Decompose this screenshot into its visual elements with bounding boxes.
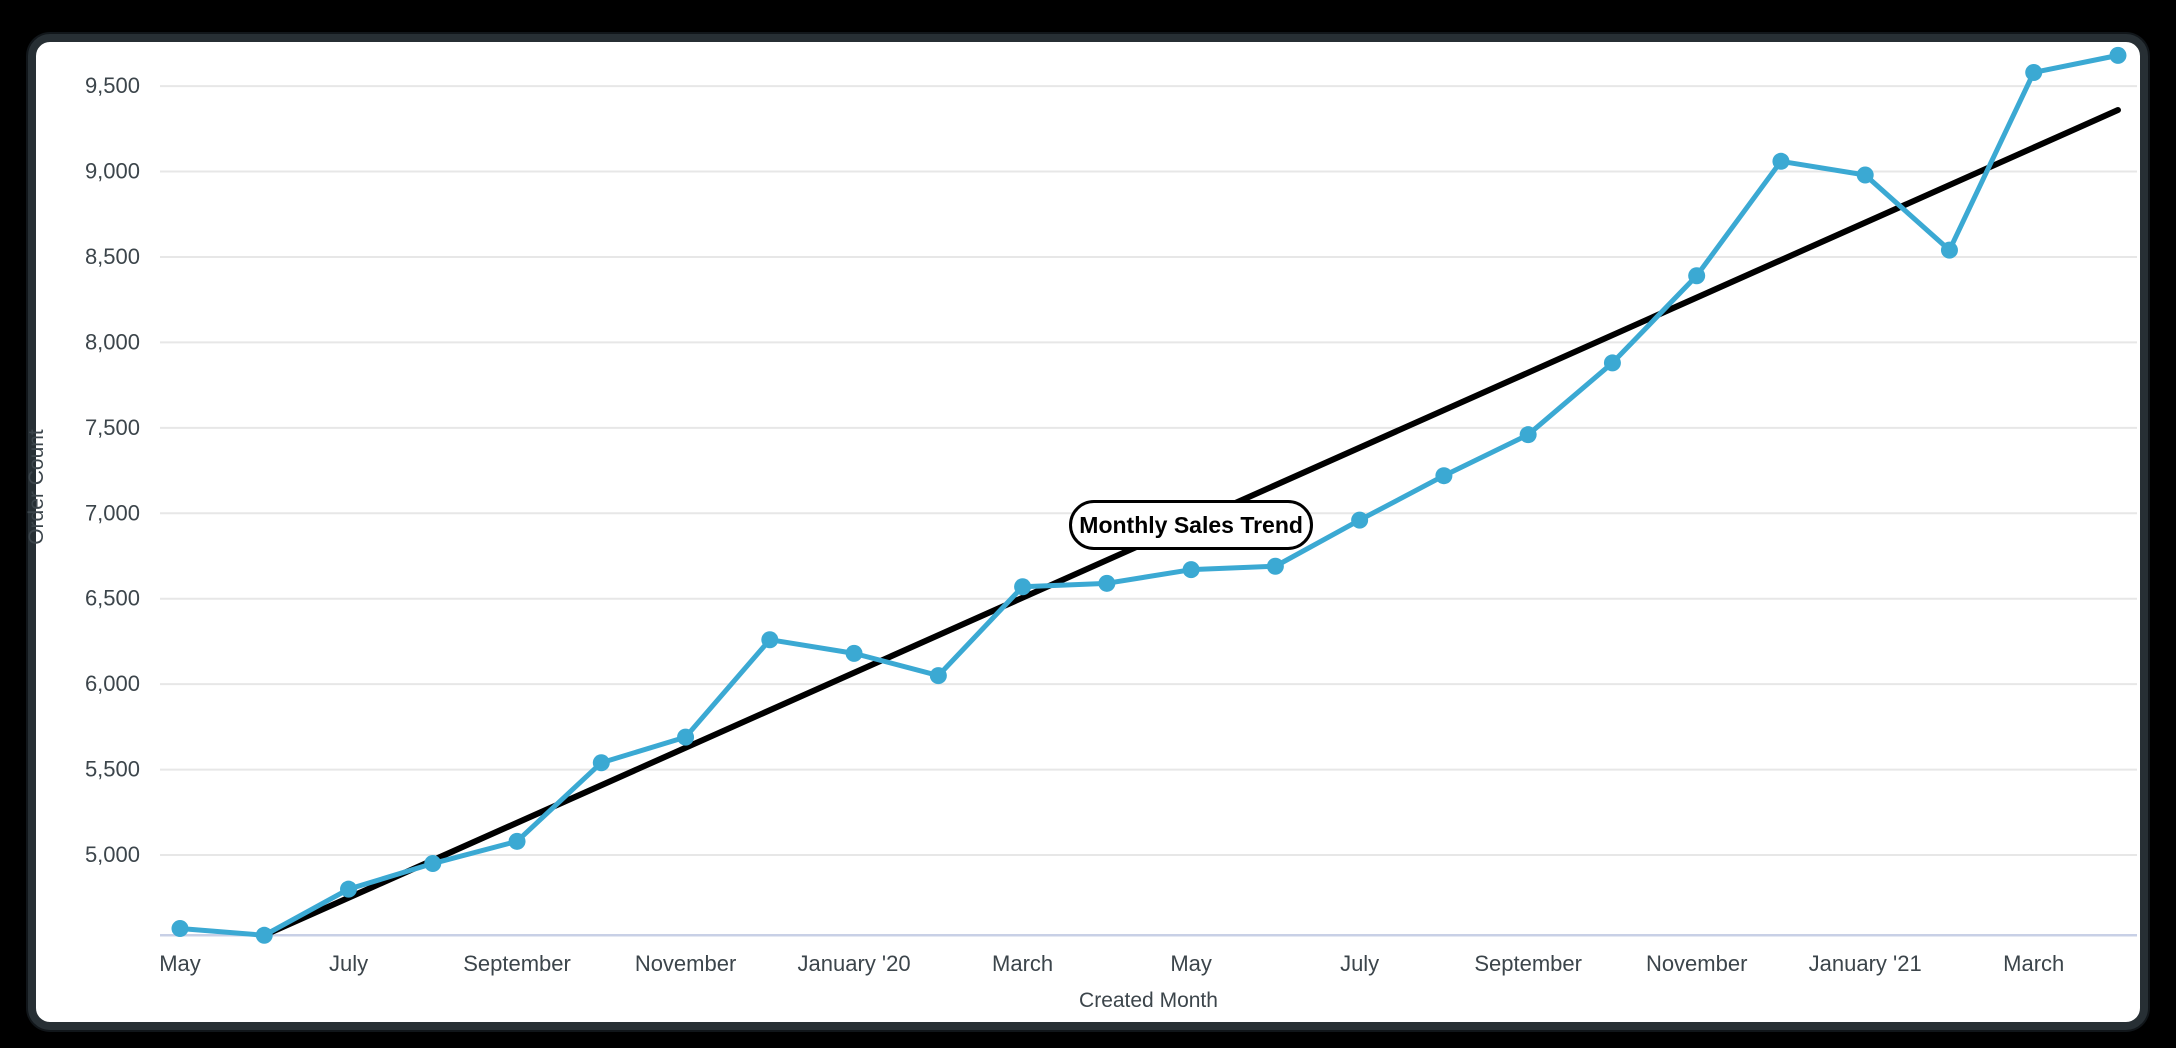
- x-axis-tick-label: March: [992, 951, 1053, 976]
- data-point[interactable]: [1351, 511, 1369, 529]
- data-point[interactable]: [592, 754, 610, 772]
- data-point[interactable]: [1014, 578, 1032, 596]
- data-point[interactable]: [1266, 557, 1284, 575]
- data-point[interactable]: [1856, 166, 1874, 184]
- y-axis-tick-label: 7,500: [85, 415, 140, 440]
- trend-annotation-text: Monthly Sales Trend: [1079, 511, 1303, 538]
- y-axis-tick-label: 8,500: [85, 244, 140, 269]
- y-axis-tick-label: 9,000: [85, 159, 140, 184]
- data-point[interactable]: [2109, 46, 2127, 64]
- x-axis-tick-label: July: [329, 951, 368, 976]
- data-point[interactable]: [929, 667, 947, 685]
- y-axis-tick-label: 5,500: [85, 757, 140, 782]
- y-axis-tick-label: 8,000: [85, 329, 140, 354]
- x-axis-tick-label: March: [2003, 951, 2064, 976]
- x-axis-tick-label: September: [463, 951, 571, 976]
- data-point[interactable]: [1098, 574, 1116, 592]
- data-point[interactable]: [1519, 426, 1537, 444]
- data-point[interactable]: [1688, 267, 1706, 285]
- data-point[interactable]: [340, 880, 358, 898]
- y-axis-tick-label: 7,000: [85, 500, 140, 525]
- data-point[interactable]: [424, 855, 442, 873]
- x-axis-tick-label: January '21: [1809, 951, 1922, 976]
- data-point[interactable]: [1940, 241, 1958, 259]
- x-axis-tick-label: November: [1646, 951, 1747, 976]
- data-point[interactable]: [845, 644, 863, 662]
- x-axis-tick-label: November: [635, 951, 736, 976]
- data-point[interactable]: [508, 832, 526, 850]
- data-point[interactable]: [761, 631, 779, 649]
- y-axis-title: Order Count: [25, 429, 48, 545]
- x-axis-tick-label: May: [1170, 951, 1212, 976]
- data-point[interactable]: [171, 919, 189, 937]
- x-axis-tick-label: May: [159, 951, 201, 976]
- data-point[interactable]: [677, 728, 695, 746]
- y-axis-tick-label: 5,000: [85, 842, 140, 867]
- data-point[interactable]: [1182, 561, 1200, 579]
- data-point[interactable]: [2025, 63, 2043, 81]
- x-axis-tick-label: September: [1474, 951, 1582, 976]
- y-axis-tick-label: 9,500: [85, 73, 140, 98]
- x-axis-tick-label: July: [1340, 951, 1379, 976]
- data-point[interactable]: [1603, 354, 1621, 372]
- trend-annotation-pill: Monthly Sales Trend: [1069, 500, 1314, 551]
- series-line: [177, 52, 2121, 938]
- y-axis-tick-label: 6,000: [85, 671, 140, 696]
- data-point[interactable]: [1772, 152, 1790, 170]
- data-point[interactable]: [1435, 467, 1453, 485]
- x-axis-tick-label: January '20: [798, 951, 911, 976]
- y-axis-tick-label: 6,500: [85, 586, 140, 611]
- data-point[interactable]: [255, 926, 273, 944]
- x-axis-title: Created Month: [1079, 989, 1218, 1012]
